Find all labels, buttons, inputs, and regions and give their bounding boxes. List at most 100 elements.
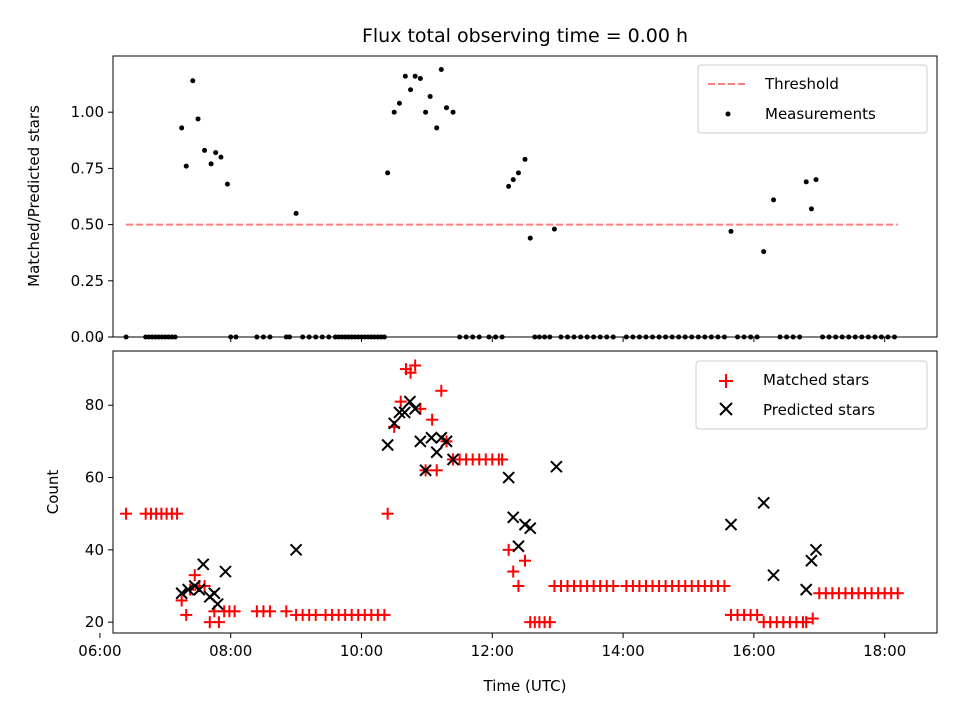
predicted-stars-point bbox=[502, 471, 515, 484]
predicted-stars-point bbox=[550, 460, 563, 473]
chart-title: Flux total observing time = 0.00 h bbox=[362, 25, 688, 47]
y-tick-label: 0.50 bbox=[71, 216, 104, 234]
x-tick-label: 08:00 bbox=[209, 642, 252, 660]
matched-stars-point bbox=[175, 594, 188, 607]
x-tick-label: 12:00 bbox=[471, 642, 514, 660]
measurement-point bbox=[385, 170, 391, 176]
measurement-point bbox=[402, 73, 408, 79]
ratio-x-axis bbox=[99, 337, 886, 342]
predicted-stars-point bbox=[398, 406, 411, 419]
predicted-stars-point bbox=[403, 395, 417, 408]
predicted-stars-point bbox=[408, 402, 422, 416]
matched-stars-point bbox=[891, 587, 904, 600]
measurement-point bbox=[202, 147, 208, 153]
matched-stars-point bbox=[507, 565, 520, 578]
matched-stars-point bbox=[409, 359, 422, 372]
matched-stars-point bbox=[280, 605, 293, 618]
measurement-point bbox=[417, 75, 423, 81]
predicted-stars-point bbox=[211, 597, 224, 611]
count-panel: 20 40 60 80 06:00 08:00 10:00 12:00 14:00 16:00 1… bbox=[44, 350, 938, 695]
legend-predicted-swatch bbox=[719, 402, 733, 416]
predicted-stars-point bbox=[197, 558, 210, 571]
count-marks bbox=[120, 359, 904, 629]
ratio-y-axis-label: Matched/Predicted stars bbox=[25, 105, 43, 287]
count-axes-frame bbox=[112, 350, 938, 634]
matched-stars-point bbox=[496, 453, 509, 466]
x-tick-label: 18:00 bbox=[863, 642, 906, 660]
measurement-point bbox=[195, 116, 201, 122]
legend-predicted-label: Predicted stars bbox=[763, 401, 875, 419]
matched-stars-point bbox=[263, 605, 276, 618]
measurement-point bbox=[527, 235, 533, 241]
x-tick-label: 16:00 bbox=[732, 642, 775, 660]
measurement-point bbox=[293, 210, 299, 216]
predicted-stars-point bbox=[512, 540, 525, 553]
matched-stars-point bbox=[430, 464, 443, 477]
predicted-stars-point bbox=[419, 464, 432, 477]
y-tick-label: 0.25 bbox=[71, 272, 104, 290]
measurement-point bbox=[208, 161, 214, 167]
predicted-stars-point bbox=[767, 568, 780, 582]
predicted-stars-point bbox=[757, 496, 770, 510]
count-legend: Matched stars Predicted stars bbox=[695, 360, 928, 430]
matched-stars-point bbox=[212, 616, 225, 629]
measurement-point bbox=[728, 228, 734, 234]
measurement-point bbox=[551, 226, 557, 232]
count-y-axis-label: Count bbox=[44, 470, 62, 515]
predicted-stars-point bbox=[524, 521, 537, 535]
legend-measurements-swatch bbox=[725, 111, 731, 117]
matched-stars-point bbox=[519, 554, 531, 567]
y-tick-label: 80 bbox=[85, 396, 104, 414]
matched-stars-point bbox=[512, 580, 525, 592]
matched-stars-point bbox=[378, 608, 391, 621]
ratio-axes-frame bbox=[112, 55, 938, 338]
measurement-point bbox=[808, 206, 814, 212]
matched-stars-point bbox=[718, 580, 731, 592]
measurement-point bbox=[224, 181, 230, 187]
legend-matched-label: Matched stars bbox=[763, 371, 869, 389]
matched-stars-point bbox=[198, 580, 211, 592]
predicted-stars-point bbox=[724, 518, 738, 531]
measurement-point bbox=[396, 100, 402, 106]
predicted-stars-point bbox=[430, 446, 443, 459]
matched-stars-point bbox=[381, 507, 394, 520]
predicted-stars-point bbox=[393, 406, 406, 419]
measurement-point bbox=[771, 197, 777, 203]
predicted-stars-point bbox=[208, 587, 221, 600]
legend-threshold-label: Threshold bbox=[764, 75, 839, 93]
predicted-stars-point bbox=[387, 417, 401, 430]
count-legend-box bbox=[695, 360, 928, 430]
y-tick-label: 40 bbox=[85, 541, 104, 559]
ratio-legend-box bbox=[697, 64, 928, 134]
matched-stars-point bbox=[806, 612, 819, 625]
y-tick-label: 20 bbox=[85, 613, 104, 631]
predicted-stars-point bbox=[381, 438, 394, 452]
count-x-axis-label: Time (UTC) bbox=[483, 677, 567, 695]
matched-stars-point bbox=[502, 543, 515, 556]
x-tick-label: 14:00 bbox=[601, 642, 644, 660]
ratio-panel: Flux total observing time = 0.00 h 0.000… bbox=[25, 25, 938, 346]
measurement-point bbox=[190, 78, 196, 84]
measurement-point bbox=[438, 66, 444, 72]
matched-stars-point bbox=[751, 608, 764, 621]
predicted-stars-point bbox=[805, 554, 818, 567]
measurement-point bbox=[183, 163, 189, 169]
measurement-point bbox=[761, 249, 767, 255]
measurement-point bbox=[412, 73, 418, 79]
ratio-y-axis: 0.00 0.25 0.50 0.75 1.00 bbox=[71, 103, 113, 346]
measurement-point bbox=[450, 109, 456, 115]
count-x-axis: 06:00 08:00 10:00 12:00 14:00 16:00 18:00 bbox=[78, 633, 906, 660]
measurement-point bbox=[408, 87, 414, 93]
matched-stars-point bbox=[180, 608, 193, 621]
measurement-point bbox=[427, 93, 433, 99]
predicted-stars-point bbox=[219, 565, 232, 578]
y-tick-label: 0.00 bbox=[71, 328, 104, 346]
y-tick-label: 0.75 bbox=[71, 159, 104, 177]
measurement-point bbox=[522, 156, 528, 162]
predicted-stars-point bbox=[289, 543, 303, 557]
measurement-point bbox=[213, 150, 219, 156]
predicted-stars-point bbox=[507, 511, 520, 524]
matched-stars-point bbox=[426, 413, 439, 426]
y-tick-label: 1.00 bbox=[71, 103, 104, 121]
